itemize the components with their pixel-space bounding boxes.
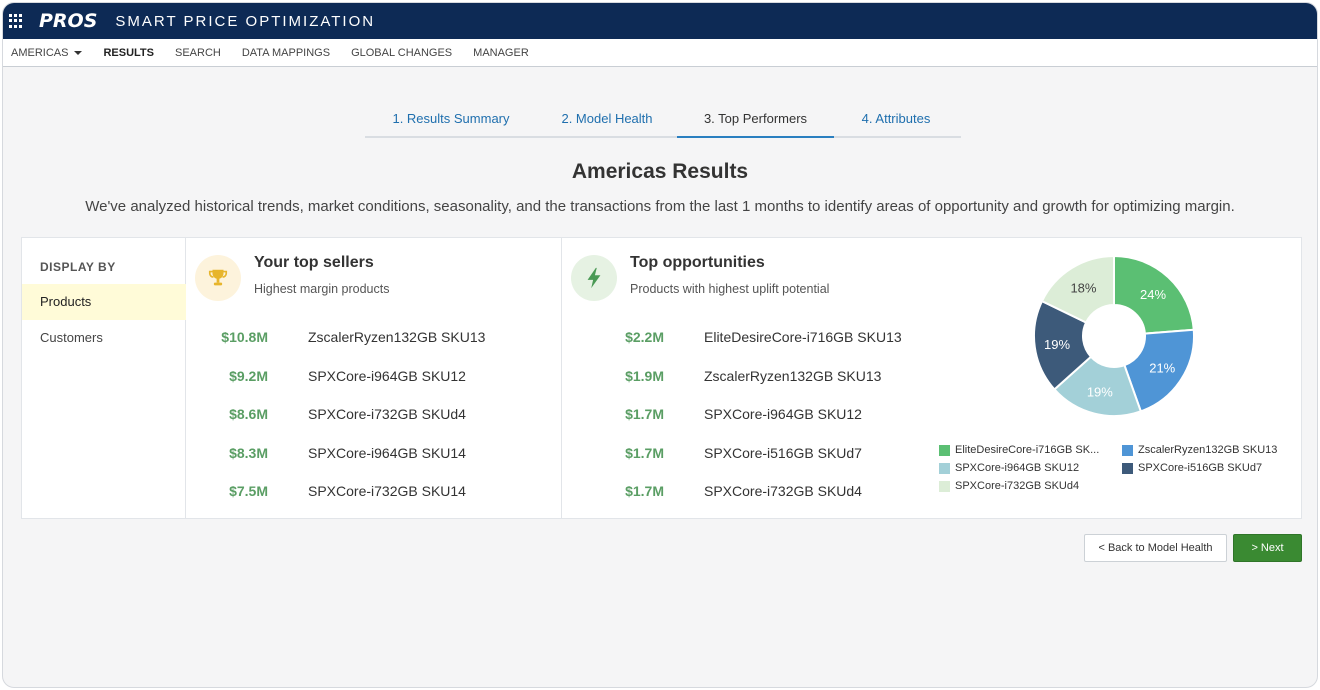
display-by-panel: DISPLAY BY Products Customers [22, 238, 186, 518]
seller-amount: $7.5M [229, 483, 268, 499]
legend-label: SPXCore-i732GB SKUd4 [955, 480, 1080, 492]
opportunity-amount: $1.7M [625, 445, 664, 461]
nav-item-label: SEARCH [175, 46, 221, 59]
legend-label: EliteDesireCore-i716GB SK... [955, 444, 1100, 456]
opportunity-product: ZscalerRyzen132GB SKU13 [704, 368, 882, 384]
next-button[interactable]: > Next [1233, 534, 1302, 562]
legend-item: SPXCore-i964GB SKU12 [939, 462, 1079, 474]
opportunity-amount: $1.7M [625, 406, 664, 422]
legend-label: SPXCore-i516GB SKUd7 [1138, 462, 1263, 474]
legend-swatch [939, 462, 950, 474]
top-opportunities-title: Top opportunities [630, 254, 765, 271]
opportunity-amount: $1.9M [625, 368, 664, 384]
legend-label: SPXCore-i964GB SKU12 [955, 462, 1080, 474]
legend-item: EliteDesireCore-i716GB SK... [939, 444, 1099, 456]
donut-slice-label: 24% [1140, 287, 1166, 302]
nav-item-data-mappings[interactable]: DATA MAPPINGS [242, 47, 330, 59]
seller-amount: $8.3M [229, 445, 268, 461]
donut-slice-label: 19% [1044, 337, 1070, 352]
opportunity-product: SPXCore-i964GB SKU12 [704, 406, 862, 422]
top-sellers-panel: Your top sellers Highest margin products… [186, 238, 562, 518]
nav-item-label: RESULTS [103, 46, 154, 59]
legend-item: ZscalerRyzen132GB SKU13 [1122, 444, 1277, 456]
display-option-products[interactable]: Products [22, 284, 186, 320]
opportunity-product: EliteDesireCore-i716GB SKU13 [704, 329, 902, 345]
page-description: We've analyzed historical trends, market… [85, 198, 1235, 215]
seller-product: ZscalerRyzen132GB SKU13 [308, 329, 486, 345]
donut-slice[interactable] [1053, 355, 1143, 417]
back-to-model-health-button[interactable]: < Back to Model Health [1084, 534, 1227, 562]
nav-item-manager[interactable]: MANAGER [473, 47, 529, 59]
list-item: $9.2M SPXCore-i964GB SKU12 [186, 366, 466, 386]
top-sellers-subtitle: Highest margin products [254, 282, 390, 296]
uplift-donut-chart: 24% 21% 19% 19% 18% [1033, 254, 1195, 417]
display-option-customers[interactable]: Customers [40, 330, 103, 345]
tab-top-performers[interactable]: 3. Top Performers [677, 104, 834, 138]
nav-item-label: GLOBAL CHANGES [351, 46, 453, 59]
seller-product: SPXCore-i732GB SKUd4 [308, 406, 466, 422]
caret-down-icon [74, 50, 83, 55]
donut-slice-label: 19% [1087, 385, 1113, 400]
main-nav: AMERICAS RESULTS SEARCH DATA MAPPINGS GL… [3, 39, 1317, 67]
list-item: $8.6M SPXCore-i732GB SKUd4 [186, 404, 466, 424]
seller-amount: $9.2M [229, 368, 268, 384]
app-grid-icon[interactable] [9, 14, 23, 28]
list-item: $1.7M SPXCore-i516GB SKUd7 [582, 443, 862, 463]
legend-swatch [939, 444, 950, 456]
legend-swatch [1122, 462, 1133, 474]
lightning-bolt-icon [571, 255, 617, 301]
seller-product: SPXCore-i732GB SKU14 [308, 483, 466, 499]
seller-product: SPXCore-i964GB SKU14 [308, 445, 466, 461]
pros-logo: PROS [39, 10, 98, 32]
seller-product: SPXCore-i964GB SKU12 [308, 368, 466, 384]
nav-item-americas[interactable]: AMERICAS [11, 46, 83, 59]
opportunity-product: SPXCore-i516GB SKUd7 [704, 445, 862, 461]
list-item: $1.7M SPXCore-i964GB SKU12 [582, 404, 862, 424]
legend-swatch [1122, 444, 1133, 456]
top-opportunities-panel: Top opportunities Products with highest … [562, 238, 1302, 518]
top-bar: PROS SMART PRICE OPTIMIZATION [3, 3, 1317, 39]
page-title: Americas Results [571, 160, 749, 183]
tab-attributes[interactable]: 4. Attributes [861, 111, 931, 126]
legend-label: ZscalerRyzen132GB SKU13 [1138, 444, 1278, 456]
donut-slice[interactable] [1033, 299, 1093, 391]
list-item: $8.3M SPXCore-i964GB SKU14 [186, 443, 466, 463]
nav-item-label: DATA MAPPINGS [241, 46, 331, 59]
seller-amount: $8.6M [229, 406, 268, 422]
donut-slice[interactable] [1113, 254, 1195, 335]
opportunity-product: SPXCore-i732GB SKUd4 [704, 483, 862, 499]
donut-slice[interactable] [1040, 254, 1115, 324]
nav-item-results[interactable]: RESULTS [103, 47, 154, 59]
seller-amount: $10.8M [221, 329, 268, 345]
results-card: DISPLAY BY Products Customers Your top s… [21, 237, 1302, 519]
top-sellers-title: Your top sellers [254, 254, 374, 271]
nav-item-search[interactable]: SEARCH [175, 47, 221, 59]
step-tabs: 1. Results Summary 2. Model Health 3. To… [365, 104, 961, 138]
nav-item-label: AMERICAS [11, 46, 69, 59]
list-item: $1.7M SPXCore-i732GB SKUd4 [582, 481, 862, 501]
legend-item: SPXCore-i732GB SKUd4 [939, 480, 1079, 492]
legend-item: SPXCore-i516GB SKUd7 [1122, 462, 1262, 474]
display-by-label: DISPLAY BY [40, 260, 116, 274]
list-item: $2.2M EliteDesireCore-i716GB SKU13 [582, 327, 902, 347]
donut-slice[interactable] [1123, 328, 1195, 413]
app-title: SMART PRICE OPTIMIZATION [115, 12, 376, 30]
trophy-icon [195, 255, 241, 301]
opportunity-amount: $2.2M [625, 329, 664, 345]
tab-model-health[interactable]: 2. Model Health [561, 111, 653, 126]
list-item: $1.9M ZscalerRyzen132GB SKU13 [582, 366, 881, 386]
donut-slice-label: 18% [1070, 280, 1096, 295]
top-opportunities-subtitle: Products with highest uplift potential [630, 282, 830, 296]
donut-slice-label: 21% [1149, 360, 1175, 375]
list-item: $10.8M ZscalerRyzen132GB SKU13 [186, 327, 485, 347]
nav-item-global-changes[interactable]: GLOBAL CHANGES [351, 47, 452, 59]
tab-results-summary[interactable]: 1. Results Summary [392, 111, 510, 126]
list-item: $7.5M SPXCore-i732GB SKU14 [186, 481, 466, 501]
opportunity-amount: $1.7M [625, 483, 664, 499]
nav-item-label: MANAGER [473, 46, 529, 59]
legend-swatch [939, 480, 950, 492]
